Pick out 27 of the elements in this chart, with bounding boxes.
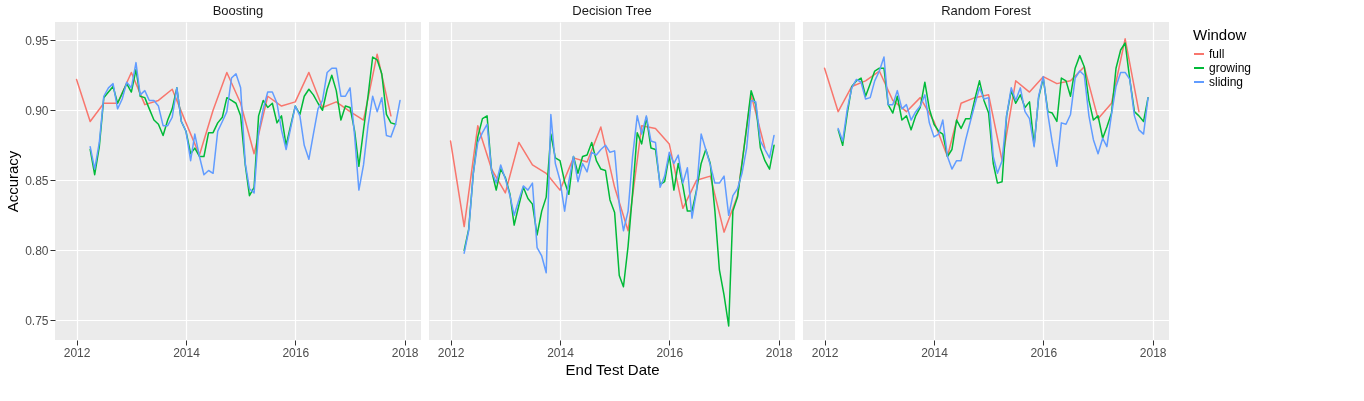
y-tick-label: 0.85 [25, 173, 49, 188]
x-tick-label: 2016 [1030, 345, 1058, 360]
line-series [75, 53, 392, 156]
x-tick-label: 2012 [811, 345, 839, 360]
legend-label: sliding [1209, 75, 1244, 89]
x-tick-label: 2012 [63, 345, 91, 360]
y-tick-label: 0.90 [25, 103, 49, 118]
x-tick-label: 2018 [765, 345, 793, 360]
legend-label: growing [1209, 61, 1252, 75]
y-tick-label: 0.75 [25, 313, 49, 328]
x-tick-label: 2014 [921, 345, 949, 360]
y-axis-title: Accuracy [4, 150, 22, 213]
x-tick-label: 2016 [282, 345, 310, 360]
legend-label: full [1209, 47, 1225, 61]
y-tick-label: 0.95 [25, 33, 49, 48]
legend-title: Window [1193, 26, 1247, 43]
x-tick-label: 2018 [391, 345, 419, 360]
x-tick-label: 2014 [173, 345, 201, 360]
x-tick-label: 2012 [437, 345, 465, 360]
x-tick-label: 2014 [547, 345, 575, 360]
x-axis-title: End Test Date [565, 360, 660, 378]
x-tick-label: 2016 [656, 345, 684, 360]
chart-title: Boosting [212, 3, 264, 18]
y-tick-label: 0.80 [25, 243, 49, 258]
x-tick-label: 2018 [1139, 345, 1167, 360]
chart-title: Decision Tree [572, 3, 652, 18]
chart-title: Random Forest [941, 3, 1032, 18]
